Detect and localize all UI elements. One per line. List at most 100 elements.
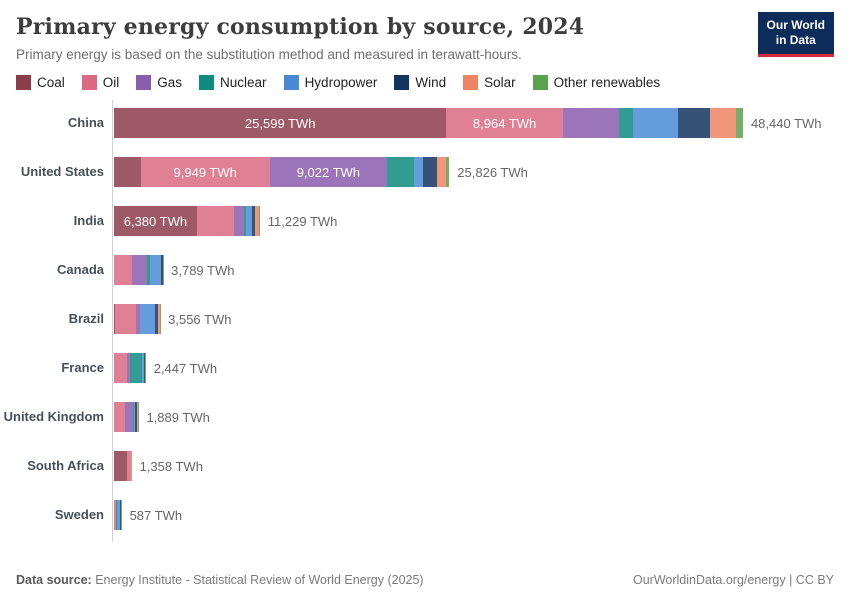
bar-segment-solar[interactable] (137, 402, 138, 432)
legend-item-gas[interactable]: Gas (136, 75, 182, 90)
bar-segment-hydropower[interactable] (140, 304, 156, 334)
country-label-china: China (67, 115, 104, 130)
legend: Coal Oil Gas Nuclear Hydropower Wind Solar Othe… (0, 75, 850, 90)
bar-segment-solar[interactable] (710, 108, 736, 138)
bar-segment-wind[interactable] (143, 353, 145, 383)
legend-swatch-wind (394, 75, 410, 90)
legend-label: Hydropower (304, 75, 378, 90)
bar-segment-gas[interactable] (126, 353, 131, 383)
bar-stack-united-kingdom (114, 402, 139, 432)
bar-segment-other-renewables[interactable] (735, 108, 743, 138)
legend-item-other-renewables[interactable]: Other renewables (532, 75, 661, 90)
bar-segment-nuclear[interactable] (146, 255, 151, 285)
bar-segment-hydropower[interactable] (246, 206, 252, 236)
bar-segment-other-renewables[interactable] (159, 304, 161, 334)
owid-logo[interactable]: Our World in Data (757, 12, 834, 57)
legend-label: Oil (102, 75, 120, 90)
total-label-france: 2,447 TWh (153, 360, 218, 376)
bar-segment-coal[interactable]: 6,380 TWh (114, 206, 197, 236)
legend-item-hydropower[interactable]: Hydropower (283, 75, 378, 90)
bar-segment-other-renewables[interactable] (137, 402, 139, 432)
bar-segment-oil[interactable] (114, 353, 127, 383)
owid-link[interactable]: OurWorldinData.org/energy | CC BY (632, 573, 834, 587)
bar-value-label: 25,599 TWh (244, 115, 316, 131)
bar-segment-hydropower[interactable] (414, 157, 423, 187)
bar-segment-oil[interactable] (114, 304, 137, 334)
bar-segment-wind[interactable] (161, 255, 163, 285)
bar-value-label: 9,949 TWh (173, 164, 237, 180)
bar-segment-other-renewables[interactable] (446, 157, 450, 187)
legend-swatch-other-renewables (532, 75, 548, 90)
legend-item-nuclear[interactable]: Nuclear (199, 75, 267, 90)
data-source-note: Data source: Energy Institute - Statisti… (16, 573, 424, 587)
bar-segment-nuclear[interactable] (115, 500, 118, 530)
country-label-sweden: Sweden (54, 507, 104, 522)
legend-item-oil[interactable]: Oil (81, 75, 120, 90)
bar-row-india: 6,380 TWh 11,229 TWh (114, 206, 846, 236)
legend-item-wind[interactable]: Wind (394, 75, 446, 90)
bar-segment-wind[interactable] (119, 500, 121, 530)
legend-swatch-nuclear (199, 75, 215, 90)
bar-segment-other-renewables[interactable] (259, 206, 260, 236)
country-label-united-states: United States (20, 164, 104, 179)
bar-segment-solar[interactable] (255, 206, 260, 236)
bar-segment-hydropower[interactable] (632, 108, 679, 138)
bar-segment-wind[interactable] (134, 402, 138, 432)
bar-segment-hydropower[interactable] (117, 500, 120, 530)
bar-value-label: 8,964 TWh (472, 115, 537, 131)
country-label-south-africa: South Africa (27, 458, 104, 473)
bar-segment-gas[interactable] (562, 108, 619, 138)
bar-segment-wind[interactable] (251, 206, 256, 236)
bar-row-united-states: 9,949 TWh 9,022 TWh 25,826 TWh (114, 157, 846, 187)
bar-segment-oil[interactable] (114, 402, 125, 432)
bar-segment-other-renewables[interactable] (120, 500, 122, 530)
bar-segment-oil[interactable] (114, 255, 132, 285)
bar-segment-gas[interactable]: 9,022 TWh (269, 157, 387, 187)
bar-segment-oil[interactable]: 8,964 TWh (446, 108, 563, 138)
bar-segment-solar[interactable] (436, 157, 447, 187)
bar-segment-hydropower[interactable] (141, 353, 144, 383)
owid-logo-line2: in Data (775, 33, 816, 47)
bar-segment-nuclear[interactable] (130, 353, 142, 383)
bar-stack-south-africa (114, 451, 132, 481)
bar-segment-oil[interactable]: 9,949 TWh (140, 157, 270, 187)
bar-segment-solar[interactable] (157, 304, 160, 334)
chart-title: Primary energy consumption by source, 20… (16, 14, 585, 40)
bar-stack-brazil (114, 304, 161, 334)
bar-segment-nuclear[interactable] (139, 304, 141, 334)
bar-segment-nuclear[interactable] (244, 206, 247, 236)
bar-segment-gas[interactable] (234, 206, 245, 236)
bar-segment-gas[interactable] (131, 255, 147, 285)
data-source-text: Energy Institute - Statistical Review of… (91, 573, 424, 587)
bar-segment-coal[interactable] (114, 451, 127, 481)
total-label-india: 11,229 TWh (267, 213, 338, 229)
bar-segment-nuclear[interactable] (386, 157, 415, 187)
bar-segment-wind[interactable] (155, 304, 158, 334)
total-label-canada: 3,789 TWh (171, 262, 235, 278)
bar-segment-oil[interactable] (196, 206, 235, 236)
legend-item-solar[interactable]: Solar (463, 75, 516, 90)
country-label-united-kingdom: United Kingdom (3, 409, 104, 424)
bar-segment-wind[interactable] (422, 157, 437, 187)
chart-header: Primary energy consumption by source, 20… (0, 0, 850, 62)
bar-segment-gas[interactable] (136, 304, 140, 334)
bar-row-united-kingdom: 1,889 TWh (114, 402, 846, 432)
bar-segment-nuclear[interactable] (133, 402, 135, 432)
chart-rows: 25,599 TWh 8,964 TWh 48,440 TWh 9,949 TWh 9,… (112, 100, 846, 542)
bar-segment-gas[interactable] (130, 451, 132, 481)
bar-segment-hydropower[interactable] (150, 255, 162, 285)
bar-segment-oil[interactable] (114, 500, 116, 530)
bar-segment-wind[interactable] (678, 108, 711, 138)
bar-segment-coal[interactable] (114, 304, 115, 334)
bar-segment-oil[interactable] (126, 451, 131, 481)
bar-segment-gas[interactable] (124, 402, 134, 432)
bar-stack-sweden (114, 500, 122, 530)
bar-segment-nuclear[interactable] (618, 108, 633, 138)
bar-segment-coal[interactable] (114, 157, 141, 187)
legend-item-coal[interactable]: Coal (16, 75, 65, 90)
bar-stack-united-states: 9,949 TWh 9,022 TWh (114, 157, 450, 187)
country-label-canada: Canada (57, 262, 104, 277)
bar-row-france: 2,447 TWh (114, 353, 846, 383)
legend-label: Other renewables (553, 75, 661, 90)
bar-segment-coal[interactable]: 25,599 TWh (114, 108, 447, 138)
